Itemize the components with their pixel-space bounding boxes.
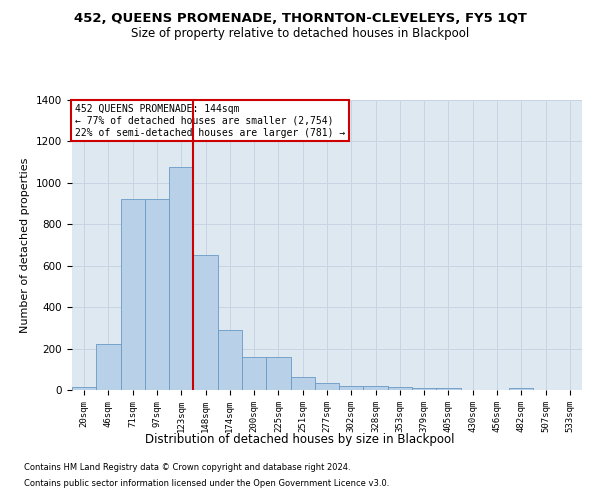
Bar [72,387,96,390]
Text: Contains public sector information licensed under the Open Government Licence v3: Contains public sector information licen… [24,478,389,488]
Bar [193,256,218,390]
Y-axis label: Number of detached properties: Number of detached properties [20,158,31,332]
Text: Distribution of detached houses by size in Blackpool: Distribution of detached houses by size … [145,432,455,446]
Bar [509,388,533,390]
Bar [290,376,315,390]
Text: 452, QUEENS PROMENADE, THORNTON-CLEVELEYS, FY5 1QT: 452, QUEENS PROMENADE, THORNTON-CLEVELEY… [74,12,526,26]
Bar [339,386,364,390]
Bar [145,200,169,390]
Bar [364,386,388,390]
Text: Size of property relative to detached houses in Blackpool: Size of property relative to detached ho… [131,28,469,40]
Text: 452 QUEENS PROMENADE: 144sqm
← 77% of detached houses are smaller (2,754)
22% of: 452 QUEENS PROMENADE: 144sqm ← 77% of de… [74,104,345,138]
Bar [242,357,266,390]
Bar [218,330,242,390]
Bar [436,388,461,390]
Bar [266,357,290,390]
Bar [315,383,339,390]
Bar [169,168,193,390]
Bar [412,388,436,390]
Bar [96,344,121,390]
Text: Contains HM Land Registry data © Crown copyright and database right 2024.: Contains HM Land Registry data © Crown c… [24,464,350,472]
Bar [121,200,145,390]
Bar [388,387,412,390]
